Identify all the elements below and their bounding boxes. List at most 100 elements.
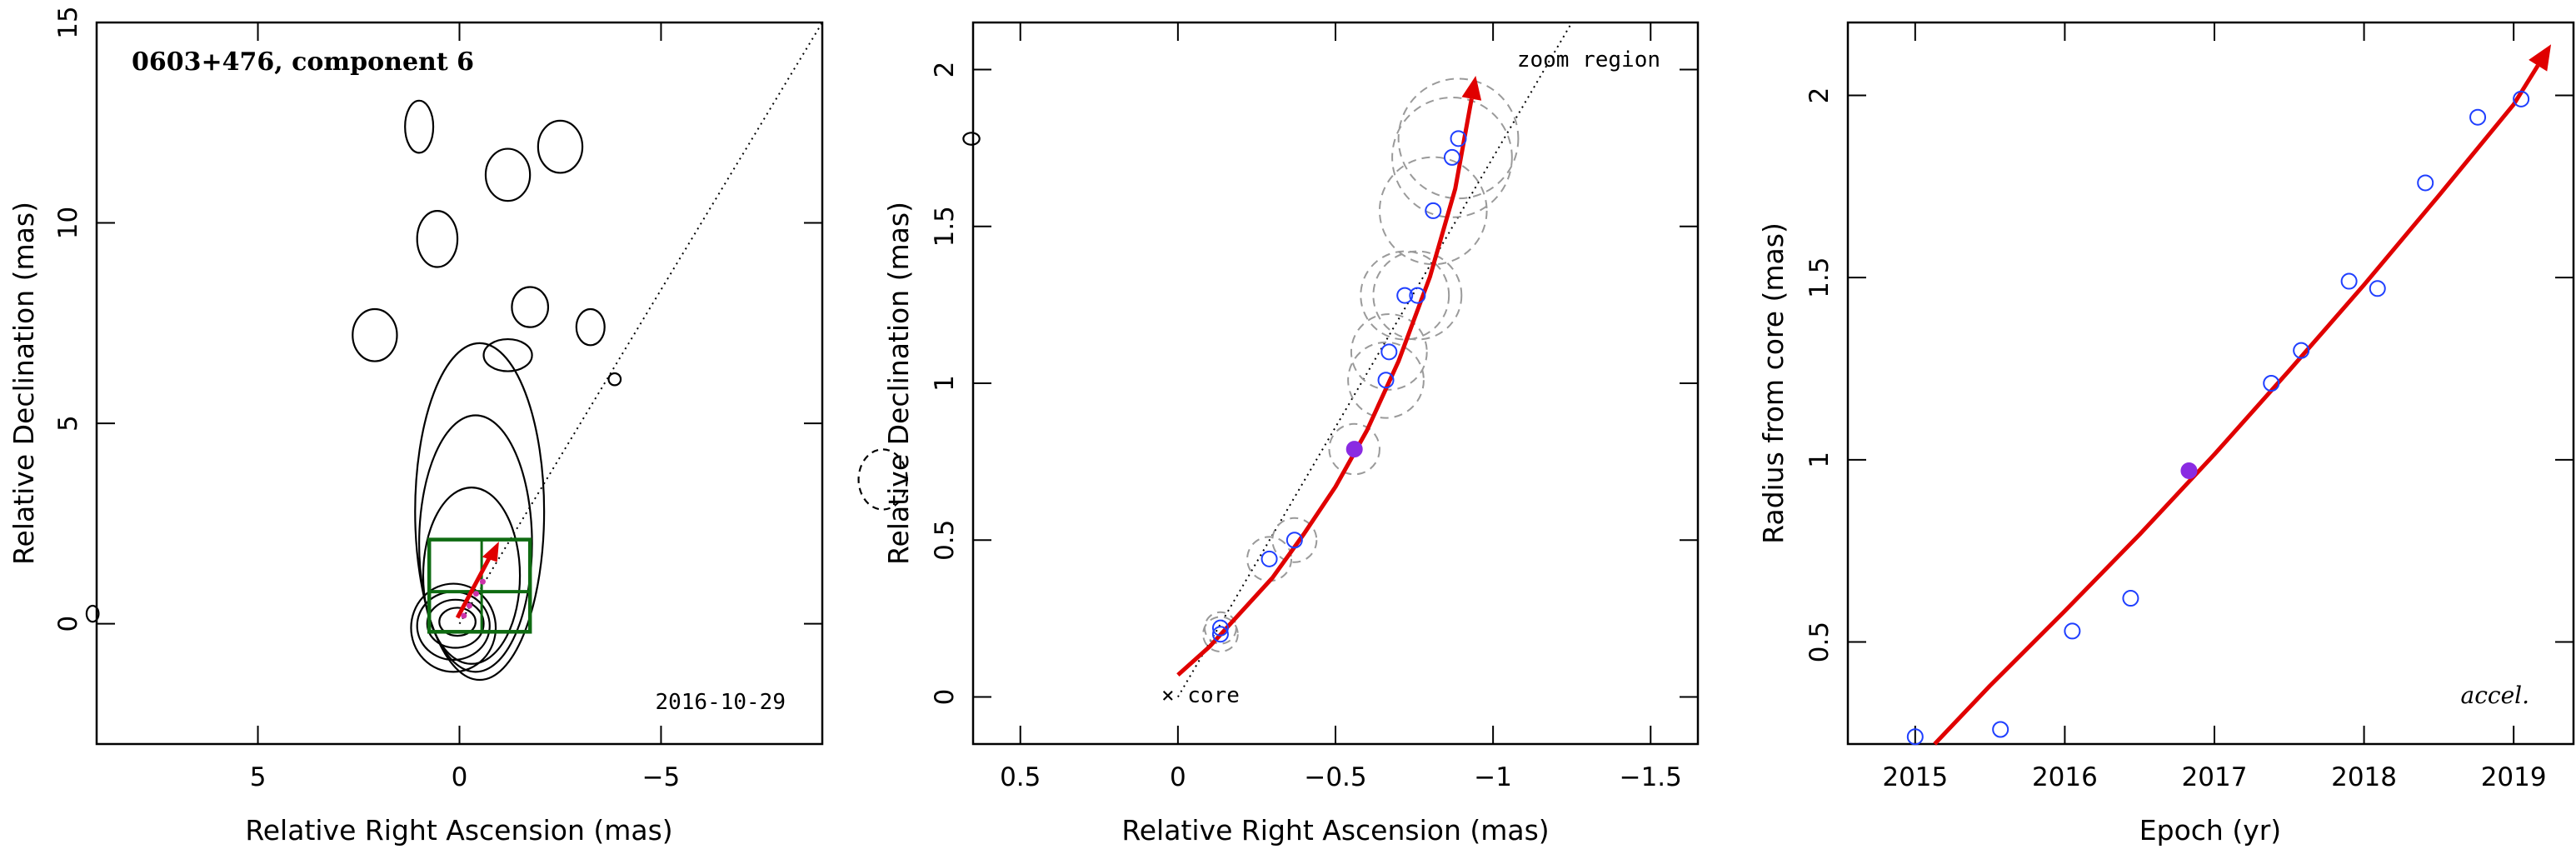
position-point <box>1261 550 1278 567</box>
core-contour <box>410 582 497 673</box>
p1-y-tick-label: 0 <box>53 616 83 632</box>
p3-y-tick-label: 1.5 <box>1805 257 1835 298</box>
p2-x-tick-label: 0.5 <box>1000 762 1041 792</box>
p2-x-tick-label: −1 <box>1474 762 1512 792</box>
panel-3-frame <box>1846 21 2575 746</box>
emission-blob-contour <box>352 307 398 362</box>
radius-point <box>2369 280 2386 297</box>
p2-x-tick-label: −1.5 <box>1620 762 1682 792</box>
p1-position-marker <box>472 591 479 597</box>
radius-point <box>2340 272 2358 290</box>
p2-y-tick-label: 0 <box>930 689 960 706</box>
p1-position-marker <box>466 602 472 609</box>
component-size-circle <box>1204 611 1237 645</box>
p2-fit-arrowhead <box>1461 76 1482 101</box>
emission-blob-contour <box>511 286 550 328</box>
radius-point <box>2513 90 2530 107</box>
radius-point <box>2263 375 2280 392</box>
p2-x-tick-label: 0 <box>1170 762 1186 792</box>
position-point <box>1443 148 1460 166</box>
p3-x-tick-label: 2017 <box>2182 762 2248 792</box>
p1-trajectory-arrow <box>455 548 496 619</box>
emission-blob-contour <box>416 210 459 268</box>
radius-point <box>2122 590 2139 607</box>
p3-x-tick-label: 2018 <box>2331 762 2397 792</box>
panel-3-radius-epoch: 2015 2016 2017 2018 2019 0.5 1 1.5 2 accel. Epoc… <box>1757 21 2575 847</box>
panel-1-contours <box>85 99 981 682</box>
position-point <box>1380 343 1398 361</box>
radius-point <box>1906 728 1924 746</box>
p1-y-tick-label: 15 <box>53 6 83 38</box>
radius-point <box>2469 108 2487 126</box>
radius-point <box>2293 342 2310 359</box>
jet-contour <box>418 414 533 673</box>
position-point <box>1211 626 1229 643</box>
jet-contour <box>422 486 522 665</box>
p1-trajectory-arrowhead <box>482 542 499 562</box>
p2-y-tick-label: 0.5 <box>930 520 960 561</box>
position-point <box>1396 287 1414 304</box>
emission-blob-contour <box>484 147 532 202</box>
p1-y-tick-label: 5 <box>53 415 83 432</box>
highlighted-radius-point <box>2180 462 2198 479</box>
p1-y-tick-label: 10 <box>53 207 83 239</box>
panel-2-core-label: × core <box>1161 683 1240 708</box>
p2-direction-line <box>1177 22 1573 698</box>
emission-blob-contour <box>537 119 584 174</box>
position-point <box>1425 202 1442 219</box>
component-size-circle <box>1202 616 1239 653</box>
zoom-region-box <box>427 537 532 634</box>
position-point <box>1409 287 1426 304</box>
core-contour <box>426 598 485 649</box>
p2-fit-trajectory <box>1176 98 1474 677</box>
position-point <box>1211 619 1229 637</box>
p1-x-tick-label: −5 <box>642 762 681 792</box>
emission-blob-contour <box>404 99 435 154</box>
component-size-circle <box>1397 77 1520 200</box>
radius-point <box>2064 622 2081 640</box>
component-size-circle <box>1328 422 1380 476</box>
emission-blob-contour <box>482 337 533 372</box>
panel-1-overlay <box>427 22 823 634</box>
radius-point <box>1992 721 2009 738</box>
p3-y-tick-label: 1 <box>1805 452 1835 468</box>
component-size-circle <box>1360 250 1450 341</box>
panel-3-x-axis-label: Epoch (yr) <box>2139 814 2281 847</box>
panel-1-y-axis-label: Relative Declination (mas) <box>7 202 40 565</box>
p3-x-tick-label: 2019 <box>2481 762 2547 792</box>
panel-2-zoom-region-label: zoom region <box>1517 47 1660 72</box>
highlighted-position-point <box>1345 441 1363 458</box>
jet-contour <box>414 342 546 682</box>
component-size-circle <box>1347 341 1425 419</box>
p3-fit-curve <box>1933 64 2540 746</box>
p3-fit-arrowhead <box>2529 44 2552 72</box>
position-point <box>1450 130 1467 147</box>
panel-2-frame <box>971 21 1700 746</box>
component-size-circle <box>1372 250 1463 341</box>
core-contour <box>438 607 477 637</box>
panel-3-y-axis-label: Radius from core (mas) <box>1757 222 1790 544</box>
panel-3-marks <box>1906 44 2552 746</box>
p3-x-tick-label: 2015 <box>1882 762 1948 792</box>
emission-blob-contour <box>85 604 100 623</box>
negative-contour <box>857 448 908 511</box>
emission-blob-contour <box>607 372 622 387</box>
panel-1-title: 0603+476, component 6 <box>132 47 474 77</box>
panel-1-date-label: 2016-10-29 <box>655 690 786 715</box>
p1-position-marker <box>461 612 467 619</box>
p2-y-tick-label: 1.5 <box>930 206 960 247</box>
component-size-circle <box>1350 312 1428 391</box>
radius-point <box>2417 174 2434 192</box>
p2-y-tick-label: 1 <box>930 375 960 392</box>
panel-1-axes: 5 0 −5 0 5 10 15 <box>53 6 822 792</box>
p3-x-tick-label: 2016 <box>2032 762 2098 792</box>
p3-y-tick-label: 2 <box>1805 87 1835 104</box>
panel-2-y-axis-label: Relative Declination (mas) <box>882 202 915 565</box>
panel-3-axes: 2015 2016 2017 2018 2019 0.5 1 1.5 2 <box>1805 22 2574 792</box>
panel-2-marks <box>1176 22 1573 698</box>
p1-direction-line <box>458 22 823 625</box>
p3-y-tick-label: 0.5 <box>1805 622 1835 662</box>
position-point <box>1286 532 1303 549</box>
panel-2-x-axis-label: Relative Right Ascension (mas) <box>1121 814 1549 847</box>
panel-1-x-axis-label: Relative Right Ascension (mas) <box>245 814 672 847</box>
